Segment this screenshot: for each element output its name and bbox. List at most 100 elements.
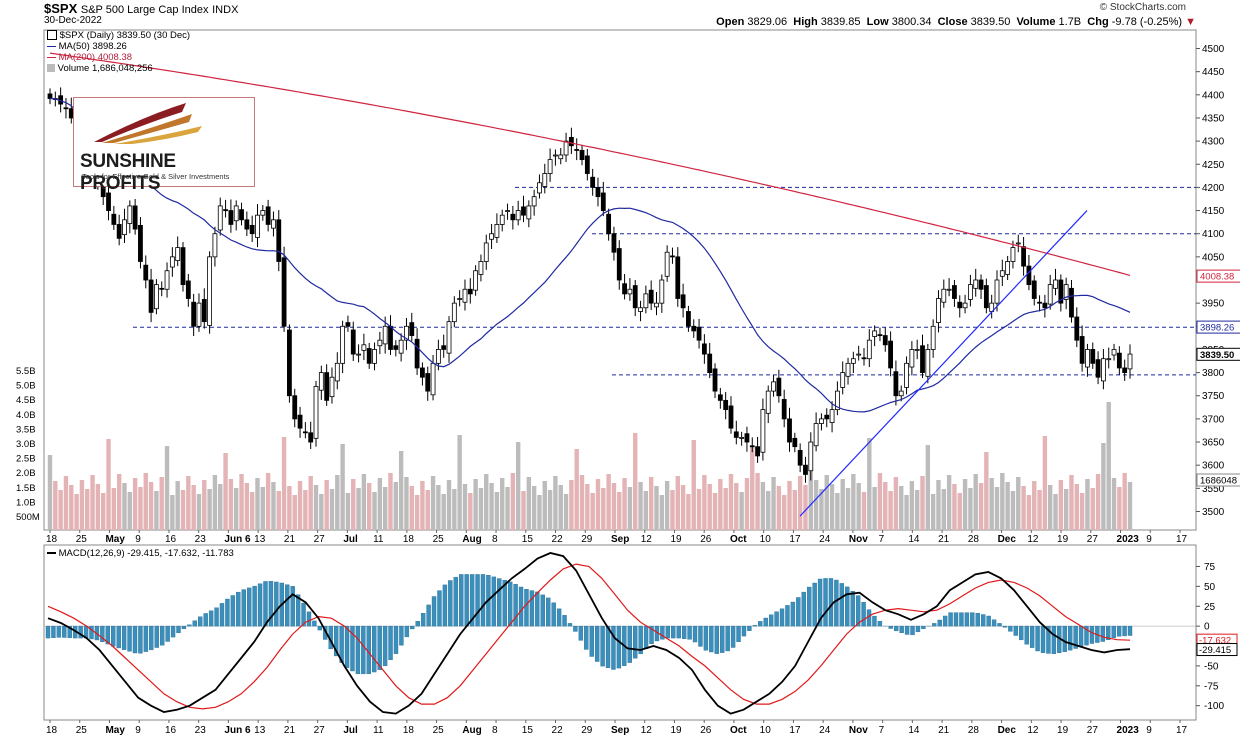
volume-bar	[920, 476, 925, 530]
candle-body	[1079, 336, 1085, 364]
macd-histogram-bar	[768, 614, 774, 627]
volume-bar	[420, 481, 425, 530]
macd-histogram-bar	[377, 625, 382, 670]
macd-histogram-bar	[431, 596, 437, 627]
volume-bar	[813, 480, 819, 530]
volume-bar	[489, 483, 494, 530]
volume-bar	[308, 476, 313, 530]
volume-bar	[1042, 436, 1048, 530]
x-tick-label: Nov	[849, 534, 868, 545]
volume-bar	[734, 483, 739, 530]
macd-histogram-bar	[1122, 625, 1127, 637]
macd-histogram-bar	[502, 580, 507, 627]
candle-body	[164, 270, 170, 290]
macd-histogram-bar	[62, 625, 67, 638]
volume-tick-label: 5.0B	[16, 381, 36, 392]
candle-body	[1037, 301, 1042, 304]
volume-bar	[914, 490, 920, 530]
macd-histogram-bar	[1046, 625, 1051, 654]
macd-histogram-bar	[899, 625, 904, 633]
volume-bar	[909, 481, 915, 530]
macd-histogram-bar	[845, 586, 850, 627]
volume-bar	[957, 493, 962, 530]
x-tick-label: 29	[581, 725, 593, 736]
volume-bar	[223, 453, 228, 530]
volume-bar	[409, 486, 414, 530]
legend-ma200: MA(200) 4008.38	[47, 52, 132, 63]
volume-tick-label: 3.0B	[16, 439, 36, 450]
volume-bar	[1101, 443, 1106, 530]
volume-bar	[218, 484, 223, 530]
candle-icon	[47, 30, 57, 41]
candle-body	[521, 206, 526, 216]
macd-histogram-bar	[230, 595, 236, 627]
volume-bar	[430, 476, 436, 530]
price-tick-label: 4200	[1202, 183, 1225, 194]
volume-bar-icon	[47, 64, 55, 73]
candle-body	[1005, 261, 1011, 275]
volume-bar	[143, 473, 148, 530]
candle-body	[425, 373, 431, 392]
macd-histogram-bar	[165, 625, 170, 642]
volume-bar	[776, 486, 782, 530]
macd-histogram-bar	[274, 581, 279, 627]
candle-body	[1031, 280, 1037, 299]
macd-histogram-bar	[817, 578, 823, 627]
x-tick-label: 23	[195, 534, 207, 545]
volume-bar	[872, 487, 877, 530]
macd-histogram-bar	[529, 590, 535, 627]
x-tick-label: Jun 6	[224, 725, 251, 736]
volume-tick-label: 2.5B	[16, 454, 36, 465]
volume-bar	[58, 490, 63, 530]
candle-body	[1090, 349, 1096, 364]
brand-label: © StockCharts.com	[1099, 2, 1186, 13]
candle-body	[515, 210, 521, 221]
candle-body	[537, 182, 542, 194]
volume-bar	[484, 474, 489, 530]
macd-histogram-bar	[741, 625, 747, 637]
macd-histogram-bar	[453, 576, 458, 627]
macd-histogram-bar	[257, 583, 263, 627]
x-tick-label: 18	[46, 534, 58, 545]
volume-bar	[739, 492, 744, 530]
price-tick-label: 3800	[1202, 368, 1225, 379]
macd-histogram-bar	[1024, 625, 1029, 645]
candle-body	[478, 261, 484, 275]
candle-body	[994, 279, 1000, 304]
volume-bar	[180, 490, 186, 530]
macd-histogram-bar	[312, 620, 317, 627]
macd-histogram-bar	[355, 625, 361, 675]
macd-signal-line	[47, 563, 1131, 710]
volume-bar	[962, 479, 968, 530]
macd-histogram-bar	[100, 625, 105, 642]
ma200-flag-box	[1196, 269, 1240, 283]
candle-body	[483, 242, 489, 262]
candle-body	[260, 210, 266, 216]
macd-histogram-bar	[774, 611, 779, 627]
volume-bar	[797, 476, 803, 530]
macd-histogram-bar	[344, 625, 350, 668]
candle-body	[297, 414, 303, 429]
candle-body	[207, 256, 213, 326]
candle-body	[834, 390, 840, 411]
x-tick-label: 15	[522, 534, 534, 545]
volume-bar	[553, 476, 558, 530]
volume-bar	[547, 490, 553, 530]
volume-bar	[766, 491, 771, 530]
volume-tick-label: 1.5B	[16, 483, 36, 494]
candle-body	[435, 349, 441, 364]
macd-histogram-bar	[921, 625, 926, 630]
candle-body	[404, 325, 409, 341]
candle-body	[180, 247, 186, 286]
x-tick-label: 18	[403, 725, 415, 736]
down-arrow-icon: ▼	[1185, 16, 1196, 28]
volume-bar	[116, 474, 122, 530]
price-tick-label: 4150	[1202, 206, 1225, 217]
candle-body	[510, 213, 516, 221]
candle-body	[1042, 302, 1048, 309]
volume-bar	[212, 475, 218, 530]
candle-body	[361, 344, 367, 351]
candle-body	[781, 399, 787, 420]
candle-body	[797, 449, 803, 466]
macd-histogram-bar	[779, 608, 785, 627]
